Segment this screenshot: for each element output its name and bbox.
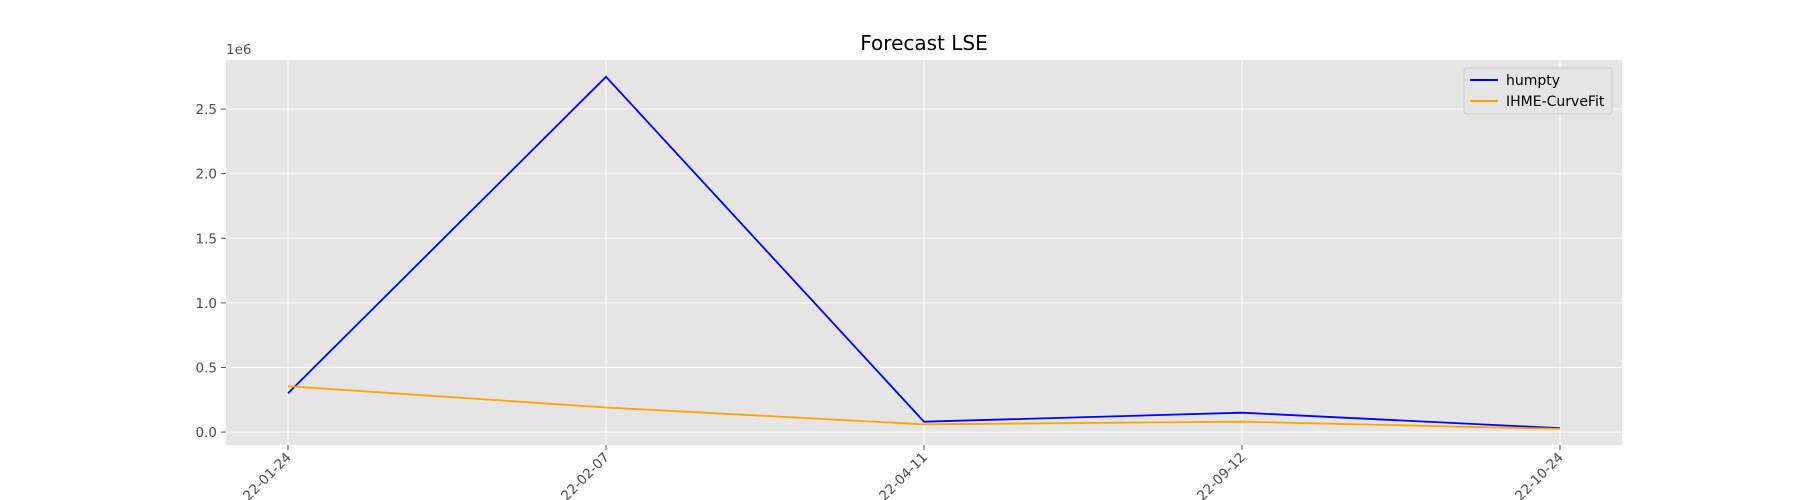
y-tick-label: 0.5 xyxy=(196,360,217,376)
y-tick-label: 2.0 xyxy=(196,167,217,183)
legend-box xyxy=(1463,67,1613,115)
y-tick-label: 1.5 xyxy=(196,231,217,247)
legend-label: IHME-CurveFit xyxy=(1506,94,1605,110)
series-layer xyxy=(287,75,1561,430)
legend: humpty IHME-CurveFit xyxy=(1463,67,1613,115)
series-line-ihme-curvefit xyxy=(287,385,1561,430)
y-axis-offset-label: 1e6 xyxy=(226,42,251,58)
grid-layer xyxy=(226,60,1622,445)
series-line-humpty xyxy=(287,75,1561,430)
chart-title: Forecast LSE xyxy=(860,31,987,55)
legend-label: humpty xyxy=(1506,73,1560,89)
y-tick-label: 1.0 xyxy=(196,296,217,312)
y-tick-label: 2.5 xyxy=(196,102,217,118)
y-tick-label: 0.0 xyxy=(196,425,217,441)
